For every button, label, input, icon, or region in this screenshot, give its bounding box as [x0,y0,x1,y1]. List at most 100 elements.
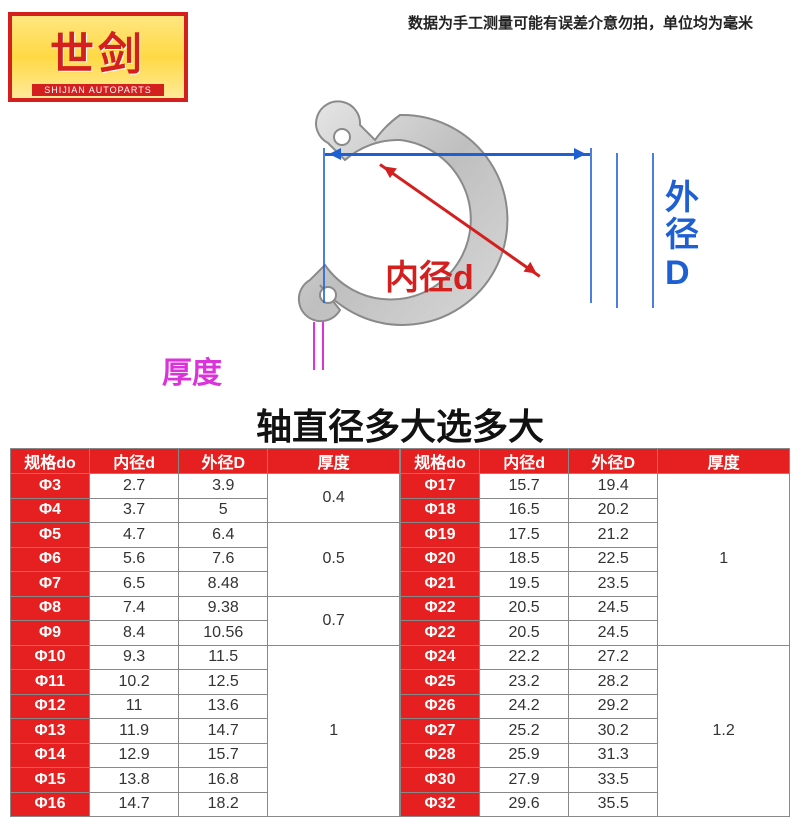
cell-spec: Φ16 [11,792,90,817]
cell-spec: Φ24 [401,645,480,670]
cell-outer: 7.6 [179,547,268,572]
cell-spec: Φ3 [11,474,90,499]
guide-line [323,148,325,303]
guide-line [652,153,654,308]
cell-outer: 35.5 [569,792,658,817]
cell-inner: 13.8 [90,768,179,793]
cell-outer: 10.56 [179,621,268,646]
cell-spec: Φ6 [11,547,90,572]
cell-inner: 23.2 [480,670,569,695]
spec-tables: 规格do内径d外径D厚度Φ32.73.90.4Φ43.75Φ54.76.40.5… [10,448,790,817]
cell-inner: 24.2 [480,694,569,719]
cell-spec: Φ32 [401,792,480,817]
cell-outer: 28.2 [569,670,658,695]
cell-spec: Φ19 [401,523,480,548]
cell-outer: 24.5 [569,596,658,621]
cell-spec: Φ20 [401,547,480,572]
cell-outer: 20.2 [569,498,658,523]
cell-inner: 4.7 [90,523,179,548]
cell-outer: 14.7 [179,719,268,744]
cell-spec: Φ28 [401,743,480,768]
cell-inner: 11.9 [90,719,179,744]
table-row: Φ109.311.51 [11,645,400,670]
cell-spec: Φ15 [11,768,90,793]
inner-diameter-label: 内径d [385,250,474,299]
table-row: Φ2422.227.21.2 [401,645,790,670]
table-row: Φ87.49.380.7 [11,596,400,621]
cell-outer: 18.2 [179,792,268,817]
cell-inner: 15.7 [480,474,569,499]
cell-inner: 6.5 [90,572,179,597]
cell-inner: 20.5 [480,596,569,621]
cell-outer: 9.38 [179,596,268,621]
cell-spec: Φ13 [11,719,90,744]
cell-spec: Φ18 [401,498,480,523]
cell-outer: 8.48 [179,572,268,597]
cell-outer: 6.4 [179,523,268,548]
retaining-ring-icon [250,85,550,365]
cell-outer: 30.2 [569,719,658,744]
cell-spec: Φ17 [401,474,480,499]
cell-outer: 15.7 [179,743,268,768]
cell-spec: Φ12 [11,694,90,719]
guide-line [616,153,618,308]
cell-outer: 5 [179,498,268,523]
cell-outer: 27.2 [569,645,658,670]
col-spec: 规格do [11,449,90,474]
cell-outer: 29.2 [569,694,658,719]
col-inner: 内径d [90,449,179,474]
cell-thick: 1 [658,474,790,646]
cell-inner: 25.2 [480,719,569,744]
measurement-note: 数据为手工测量可能有误差介意勿拍，单位均为毫米 [408,12,788,33]
table-row: Φ32.73.90.4 [11,474,400,499]
cell-spec: Φ5 [11,523,90,548]
cell-outer: 11.5 [179,645,268,670]
cell-thick: 0.7 [268,596,400,645]
logo-subtext: SHIJIAN AUTOPARTS [32,84,164,96]
cell-inner: 17.5 [480,523,569,548]
cell-inner: 9.3 [90,645,179,670]
cell-inner: 22.2 [480,645,569,670]
cell-inner: 20.5 [480,621,569,646]
cell-thick: 0.5 [268,523,400,597]
cell-inner: 27.9 [480,768,569,793]
col-inner: 内径d [480,449,569,474]
cell-spec: Φ21 [401,572,480,597]
cell-spec: Φ11 [11,670,90,695]
cell-inner: 16.5 [480,498,569,523]
dimension-diagram: 内径d 外径D 厚度 [150,85,650,395]
cell-outer: 21.2 [569,523,658,548]
col-outer: 外径D [569,449,658,474]
col-thick: 厚度 [658,449,790,474]
cell-outer: 12.5 [179,670,268,695]
cell-spec: Φ8 [11,596,90,621]
spec-table-right: 规格do内径d外径D厚度Φ1715.719.41Φ1816.520.2Φ1917… [400,448,790,817]
cell-outer: 31.3 [569,743,658,768]
cell-spec: Φ22 [401,621,480,646]
cell-inner: 3.7 [90,498,179,523]
cell-spec: Φ27 [401,719,480,744]
col-thick: 厚度 [268,449,400,474]
cell-outer: 24.5 [569,621,658,646]
cell-spec: Φ9 [11,621,90,646]
table-row: Φ1715.719.41 [401,474,790,499]
cell-spec: Φ14 [11,743,90,768]
logo-text: 世剑 [50,18,146,82]
cell-spec: Φ22 [401,596,480,621]
cell-outer: 13.6 [179,694,268,719]
cell-thick: 1.2 [658,645,790,817]
cell-inner: 10.2 [90,670,179,695]
cell-outer: 16.8 [179,768,268,793]
table-row: Φ54.76.40.5 [11,523,400,548]
cell-spec: Φ7 [11,572,90,597]
cell-inner: 11 [90,694,179,719]
cell-inner: 25.9 [480,743,569,768]
cell-inner: 14.7 [90,792,179,817]
outer-diameter-arrow [325,153,590,156]
cell-outer: 3.9 [179,474,268,499]
cell-thick: 1 [268,645,400,817]
cell-spec: Φ10 [11,645,90,670]
cell-inner: 29.6 [480,792,569,817]
cell-inner: 8.4 [90,621,179,646]
cell-inner: 12.9 [90,743,179,768]
